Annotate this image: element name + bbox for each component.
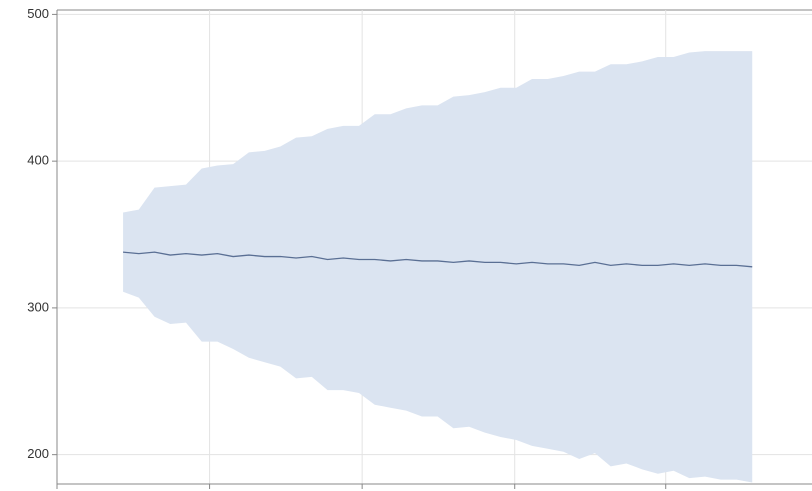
y-tick-label: 500: [27, 6, 49, 21]
y-tick-label: 300: [27, 299, 49, 314]
confidence-band: [123, 51, 753, 483]
y-tick-label: 400: [27, 153, 49, 168]
y-tick-label: 200: [27, 446, 49, 461]
forecast-line: [123, 251, 753, 268]
